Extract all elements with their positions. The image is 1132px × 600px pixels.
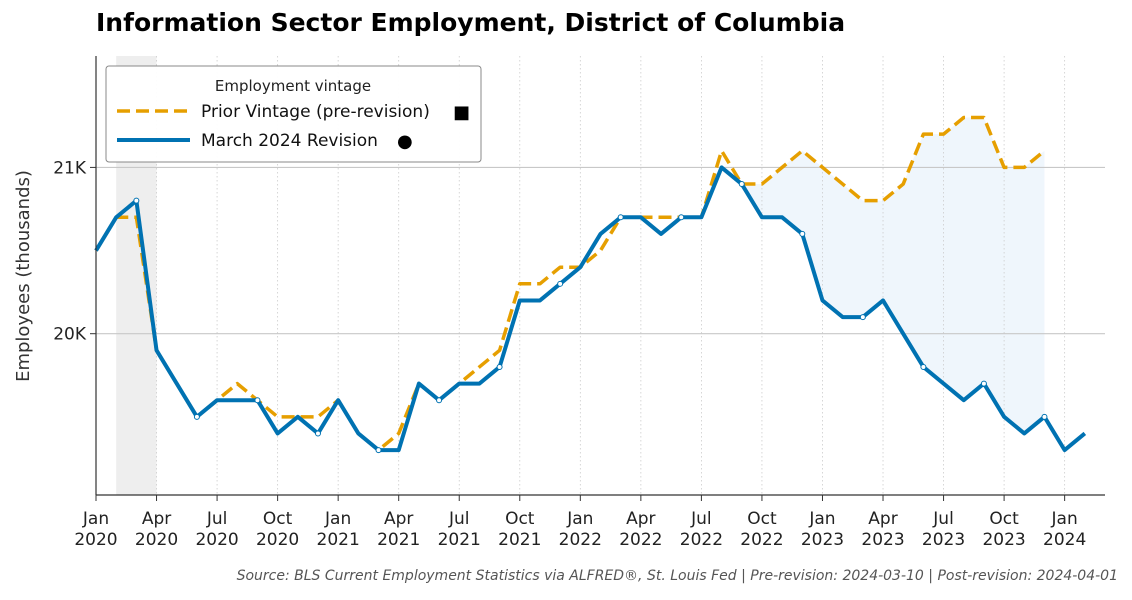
x-tick-label-year: 2020 xyxy=(135,530,178,550)
x-tick-label-year: 2021 xyxy=(438,530,481,550)
x-tick-label-month: Jan xyxy=(82,509,109,529)
ticks: Jan2020Apr2020Jul2020Oct2020Jan2021Apr20… xyxy=(53,158,1086,550)
revision-point-marker xyxy=(193,413,200,420)
x-tick-label-month: Jul xyxy=(932,509,954,529)
y-axis-label: Employees (thousands) xyxy=(13,170,34,382)
x-tick-label-year: 2021 xyxy=(498,530,541,550)
x-tick-label-month: Jul xyxy=(690,509,712,529)
legend-label-revision: March 2024 Revision xyxy=(201,131,378,151)
x-tick-label-month: Jan xyxy=(1051,509,1078,529)
x-tick-label-month: Apr xyxy=(868,509,897,529)
chart-title: Information Sector Employment, District … xyxy=(96,8,846,37)
x-tick-label-year: 2022 xyxy=(740,530,783,550)
x-tick-label-year: 2023 xyxy=(982,530,1025,550)
x-tick-label-year: 2022 xyxy=(619,530,662,550)
revision-point-marker xyxy=(1041,413,1048,420)
x-tick-label-year: 2024 xyxy=(1043,530,1086,550)
revision-point-marker xyxy=(617,214,624,221)
x-tick-label-year: 2022 xyxy=(680,530,723,550)
revision-point-marker xyxy=(375,447,382,454)
x-tick-label-month: Jul xyxy=(448,509,470,529)
legend-title: Employment vintage xyxy=(215,77,371,95)
x-tick-label-year: 2020 xyxy=(74,530,117,550)
x-tick-label-year: 2020 xyxy=(195,530,238,550)
legend-marker-circle: ● xyxy=(397,131,413,152)
x-tick-label-month: Oct xyxy=(263,509,293,529)
x-tick-label-year: 2021 xyxy=(317,530,360,550)
x-tick-label-year: 2021 xyxy=(377,530,420,550)
legend-label-prior: Prior Vintage (pre-revision) xyxy=(201,102,430,122)
legend-marker-square: ■ xyxy=(453,102,470,123)
series-layer xyxy=(94,115,1087,454)
revision-point-marker xyxy=(799,230,806,237)
x-tick-label-year: 2022 xyxy=(559,530,602,550)
y-tick-label: 21K xyxy=(53,158,87,178)
series-line-march-2024-revision xyxy=(94,165,1087,453)
x-tick-label-month: Jul xyxy=(206,509,228,529)
x-tick-label-month: Oct xyxy=(989,509,1019,529)
x-tick-label-month: Jan xyxy=(324,509,351,529)
y-tick-label: 20K xyxy=(53,325,87,345)
x-tick-label-month: Apr xyxy=(626,509,655,529)
revision-point-marker xyxy=(557,280,564,287)
revision-point-marker xyxy=(314,430,321,437)
legend-box xyxy=(105,65,482,163)
source-note: Source: BLS Current Employment Statistic… xyxy=(236,568,1118,584)
x-tick-label-month: Jan xyxy=(808,509,835,529)
x-tick-label-month: Apr xyxy=(384,509,413,529)
x-tick-label-year: 2023 xyxy=(922,530,965,550)
revision-point-marker xyxy=(920,363,927,370)
axes xyxy=(95,56,1105,496)
series-line-prior-vintage xyxy=(94,115,1046,452)
x-tick-label-month: Oct xyxy=(747,509,777,529)
x-tick-label-year: 2023 xyxy=(861,530,904,550)
revision-point-marker xyxy=(859,314,866,321)
revision-point-marker xyxy=(980,380,987,387)
revision-point-marker xyxy=(738,181,745,188)
revision-point-marker xyxy=(496,363,503,370)
x-tick-label-month: Oct xyxy=(505,509,535,529)
legend: Employment vintage Prior Vintage (pre-re… xyxy=(105,65,482,163)
x-tick-label-month: Jan xyxy=(566,509,593,529)
revision-point-marker xyxy=(436,397,443,404)
revision-gap-area xyxy=(741,117,1045,434)
revision-point-marker xyxy=(678,214,685,221)
revision-point-marker xyxy=(133,197,140,204)
x-tick-label-year: 2020 xyxy=(256,530,299,550)
x-tick-label-year: 2023 xyxy=(801,530,844,550)
x-tick-label-month: Apr xyxy=(142,509,171,529)
revision-point-marker xyxy=(254,397,261,404)
